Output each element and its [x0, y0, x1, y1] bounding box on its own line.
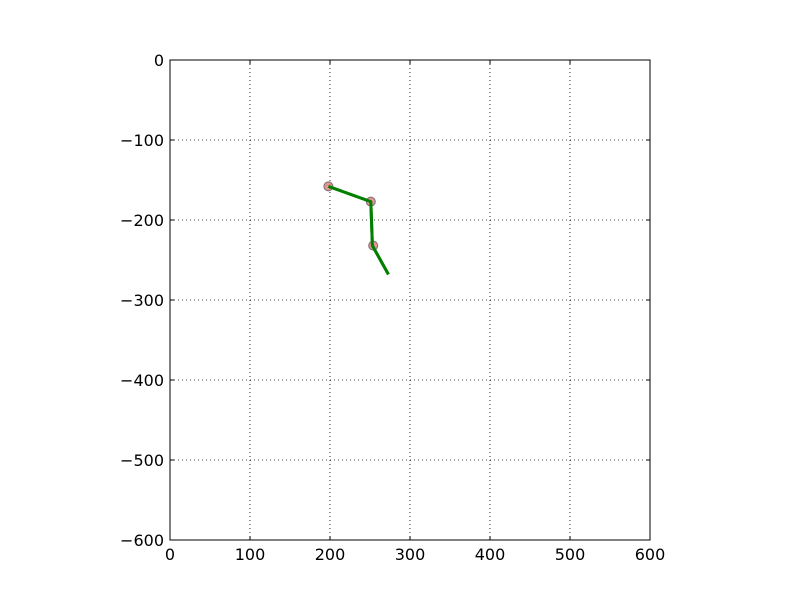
- x-tick-label: 0: [165, 545, 175, 564]
- x-tick-label: 400: [475, 545, 506, 564]
- y-tick-label: −400: [120, 371, 164, 390]
- marker-layer: [323, 181, 390, 276]
- y-tick-label: −500: [120, 451, 164, 470]
- x-tick-label: 500: [555, 545, 586, 564]
- x-tick-label: 300: [395, 545, 426, 564]
- y-tick-label: −300: [120, 291, 164, 310]
- tick-labels: 0 100 200 300 400 500 600 0 −100 −200 −300 −400 −500…: [120, 51, 665, 564]
- x-tick-label: 600: [635, 545, 666, 564]
- y-tick-label: 0: [154, 51, 164, 70]
- ticks: [169, 59, 651, 541]
- y-tick-label: −100: [120, 131, 164, 150]
- y-tick-label: −200: [120, 211, 164, 230]
- x-tick-label: 200: [315, 545, 346, 564]
- x-tick-label: 100: [235, 545, 266, 564]
- y-tick-label: −600: [120, 531, 164, 550]
- series-line-overlay: [327, 184, 390, 276]
